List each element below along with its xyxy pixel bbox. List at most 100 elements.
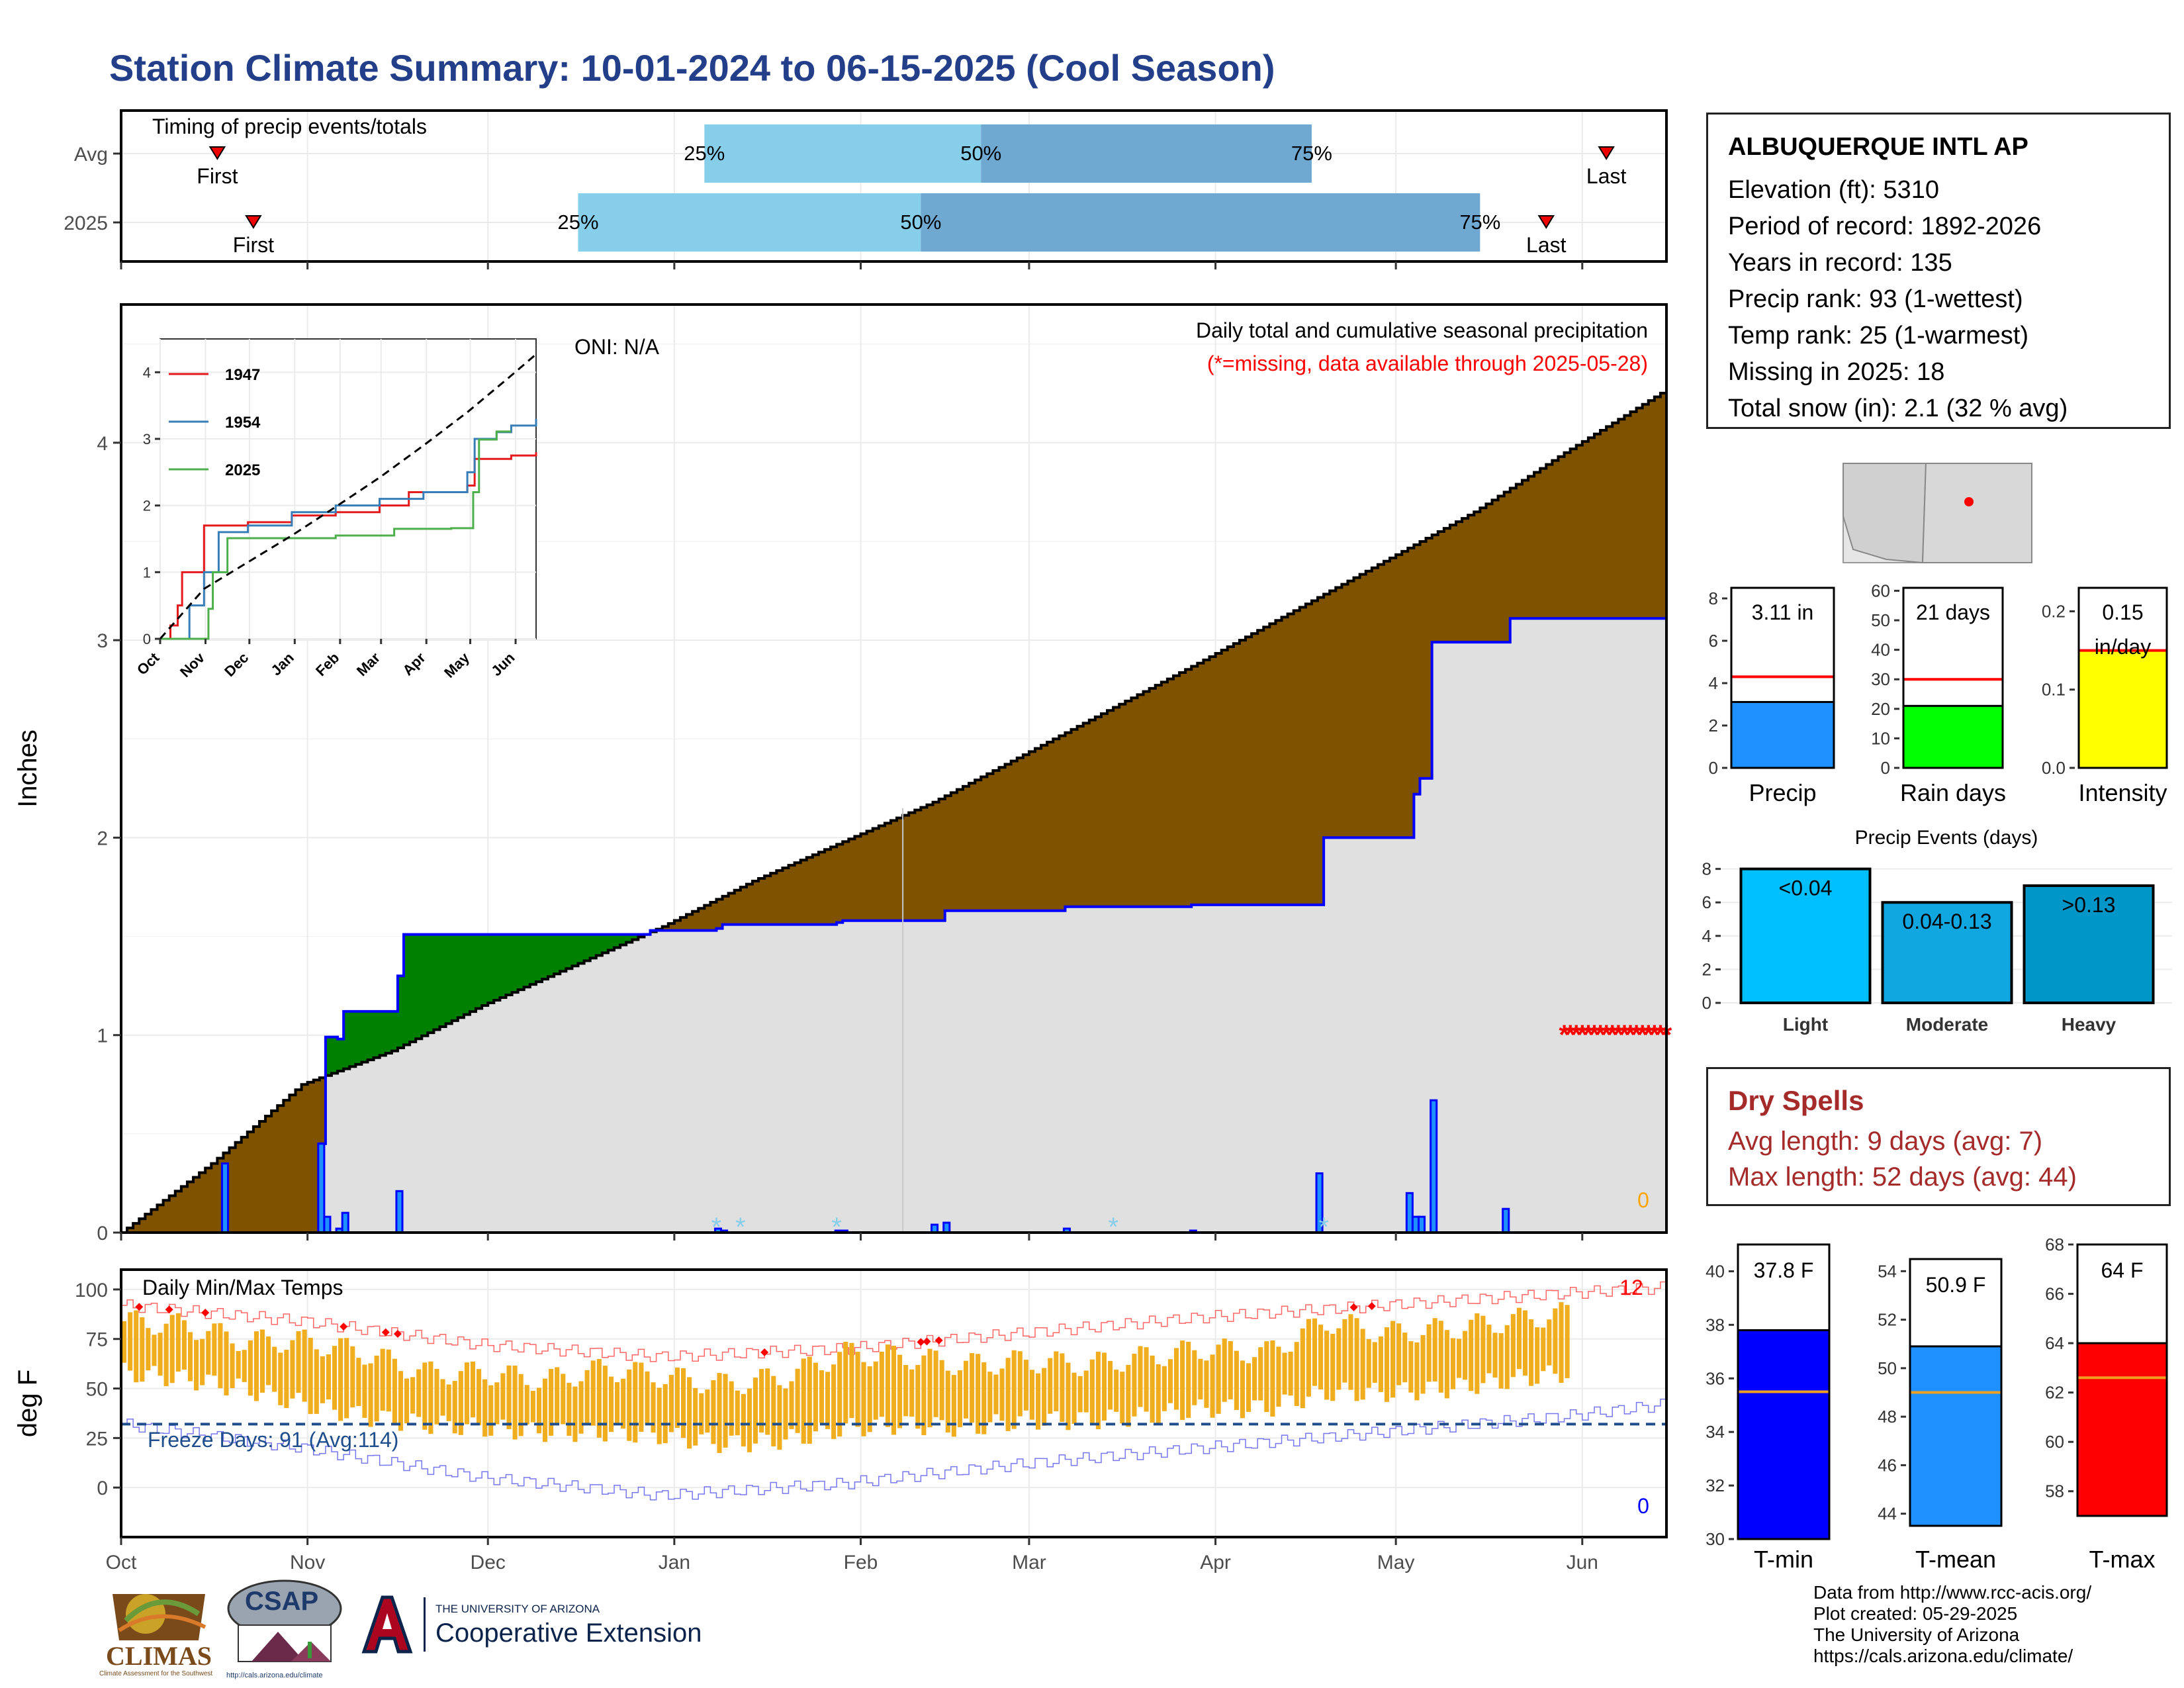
daily-temp-bar bbox=[1144, 1347, 1149, 1412]
credit-line: The University of Arizona bbox=[1813, 1624, 2020, 1645]
temp-bar-y-tick-label: 40 bbox=[1706, 1261, 1725, 1281]
event-category-label: Moderate bbox=[1906, 1014, 1988, 1035]
record-high-marker bbox=[1367, 1302, 1376, 1311]
daily-temp-bar bbox=[855, 1352, 860, 1427]
daily-temp-bar bbox=[1173, 1348, 1179, 1410]
temp-bar-y-tick-label: 60 bbox=[2045, 1432, 2064, 1452]
first-label: First bbox=[233, 233, 274, 257]
daily-temp-bar bbox=[218, 1323, 223, 1389]
daily-temp-bar bbox=[578, 1381, 584, 1434]
precip-y-axis-label: Inches bbox=[13, 729, 42, 808]
record-high-marker bbox=[201, 1309, 210, 1317]
daily-temp-bar bbox=[1480, 1315, 1486, 1383]
daily-temp-bar bbox=[1246, 1363, 1251, 1412]
daily-temp-bar bbox=[915, 1364, 921, 1429]
daily-temp-bar bbox=[674, 1367, 680, 1429]
daily-temp-bar bbox=[747, 1388, 752, 1452]
daily-temp-bar bbox=[645, 1371, 650, 1425]
daily-temp-bar bbox=[326, 1354, 331, 1400]
arizona-shape bbox=[1843, 463, 1927, 564]
daily-temp-bar bbox=[1186, 1341, 1191, 1418]
mini-y-tick-label: 2 bbox=[1709, 716, 1718, 735]
daily-temp-bar bbox=[651, 1382, 656, 1433]
daily-temp-bar bbox=[1161, 1366, 1167, 1411]
temp-bar-y-tick-label: 52 bbox=[1878, 1310, 1897, 1330]
daily-temp-bar bbox=[668, 1374, 674, 1432]
precip-y-tick-label: 1 bbox=[97, 1025, 108, 1047]
daily-temp-bar bbox=[572, 1386, 578, 1442]
event-category-label: Heavy bbox=[2062, 1014, 2116, 1035]
station-name: ALBUQUERQUE INTL AP bbox=[1728, 133, 2028, 161]
daily-temp-bar bbox=[230, 1343, 235, 1388]
daily-temp-bar bbox=[662, 1383, 668, 1444]
daily-precip-bar bbox=[1417, 1215, 1426, 1234]
daily-temp-bar bbox=[1095, 1352, 1101, 1430]
daily-temp-bar bbox=[963, 1360, 969, 1419]
record-high-marker bbox=[934, 1336, 943, 1344]
temp-bar-y-tick-label: 48 bbox=[1878, 1407, 1897, 1427]
temp-x-tick-label: Nov bbox=[290, 1552, 325, 1573]
mini-value-label: 21 days bbox=[1916, 600, 1990, 624]
daily-temp-bar bbox=[1372, 1342, 1377, 1383]
daily-temp-bar bbox=[891, 1346, 897, 1435]
daily-temp-bar bbox=[1216, 1344, 1221, 1414]
missing-data-marker: * bbox=[1655, 1019, 1666, 1051]
daily-temp-bar bbox=[1288, 1351, 1293, 1396]
timing-bar-25-50 bbox=[704, 124, 981, 183]
first-label: First bbox=[197, 164, 238, 188]
events-title: Precip Events (days) bbox=[1855, 827, 2038, 849]
missing-data-caption: (*=missing, data available through 2025-… bbox=[1207, 352, 1648, 375]
timing-pct-label: 50% bbox=[960, 142, 1001, 165]
zero-count-label: 0 bbox=[1637, 1188, 1649, 1212]
temp-x-tick-label: Oct bbox=[106, 1552, 137, 1573]
daily-temp-bar bbox=[1360, 1329, 1365, 1400]
temp-bar-y-tick-label: 44 bbox=[1878, 1504, 1897, 1524]
daily-temp-bar bbox=[1252, 1357, 1257, 1401]
mini-y-tick-label: 8 bbox=[1709, 588, 1718, 608]
station-years: Years in record: 135 bbox=[1728, 249, 1952, 277]
daily-temp-bar bbox=[765, 1368, 770, 1435]
daily-temp-bar bbox=[1336, 1328, 1342, 1390]
temp-bar-y-tick-label: 66 bbox=[2045, 1284, 2064, 1304]
avg-cumulative-line bbox=[121, 389, 1668, 1234]
station-location-marker bbox=[1964, 497, 1974, 506]
temp-bar-frame bbox=[1737, 1243, 1831, 1540]
daily-temp-bar bbox=[1486, 1325, 1492, 1374]
daily-temp-bar bbox=[1390, 1321, 1396, 1398]
daily-temp-bar bbox=[284, 1350, 289, 1409]
daily-temp-bar bbox=[633, 1362, 638, 1443]
daily-temp-bar bbox=[422, 1362, 428, 1430]
daily-temp-bar bbox=[452, 1381, 457, 1434]
temp-y-axis-label: deg F bbox=[13, 1370, 42, 1437]
daily-temp-bar bbox=[477, 1369, 482, 1425]
station-period: Period of record: 1892-2026 bbox=[1728, 212, 2042, 240]
daily-precip-bar bbox=[220, 1162, 230, 1234]
mini-x-label: Intensity bbox=[2078, 779, 2167, 806]
daily-temp-bar bbox=[903, 1365, 909, 1417]
event-bar bbox=[1881, 901, 2013, 1005]
daily-temp-bar bbox=[1565, 1305, 1570, 1378]
mini-frame bbox=[2077, 586, 2168, 769]
mini-value-label: 0.15 bbox=[2102, 600, 2143, 624]
daily-temp-bar bbox=[536, 1387, 541, 1434]
mini-frame bbox=[1730, 586, 1835, 769]
temp-x-tick-label: Feb bbox=[844, 1552, 878, 1573]
precip-y-tick-label: 4 bbox=[97, 433, 108, 455]
daily-temp-bar bbox=[1535, 1327, 1540, 1384]
daily-temp-bar bbox=[428, 1361, 433, 1434]
daily-temp-bar bbox=[1234, 1350, 1239, 1410]
daily-temp-bar bbox=[1150, 1355, 1155, 1423]
record-high-marker bbox=[381, 1328, 390, 1336]
missing-data-marker: * bbox=[1613, 1019, 1624, 1051]
daily-temp-bar bbox=[146, 1328, 151, 1371]
event-category-label: Light bbox=[1783, 1014, 1828, 1035]
timing-pct-label: 75% bbox=[1291, 142, 1332, 165]
daily-temp-bar bbox=[1066, 1362, 1071, 1430]
daily-temp-bar bbox=[1426, 1324, 1432, 1382]
daily-temp-bar bbox=[584, 1370, 590, 1423]
last-label: Last bbox=[1526, 233, 1567, 257]
daily-temp-bar bbox=[1366, 1338, 1371, 1388]
daily-temp-bar bbox=[296, 1331, 301, 1393]
record-high-marker bbox=[340, 1323, 348, 1331]
